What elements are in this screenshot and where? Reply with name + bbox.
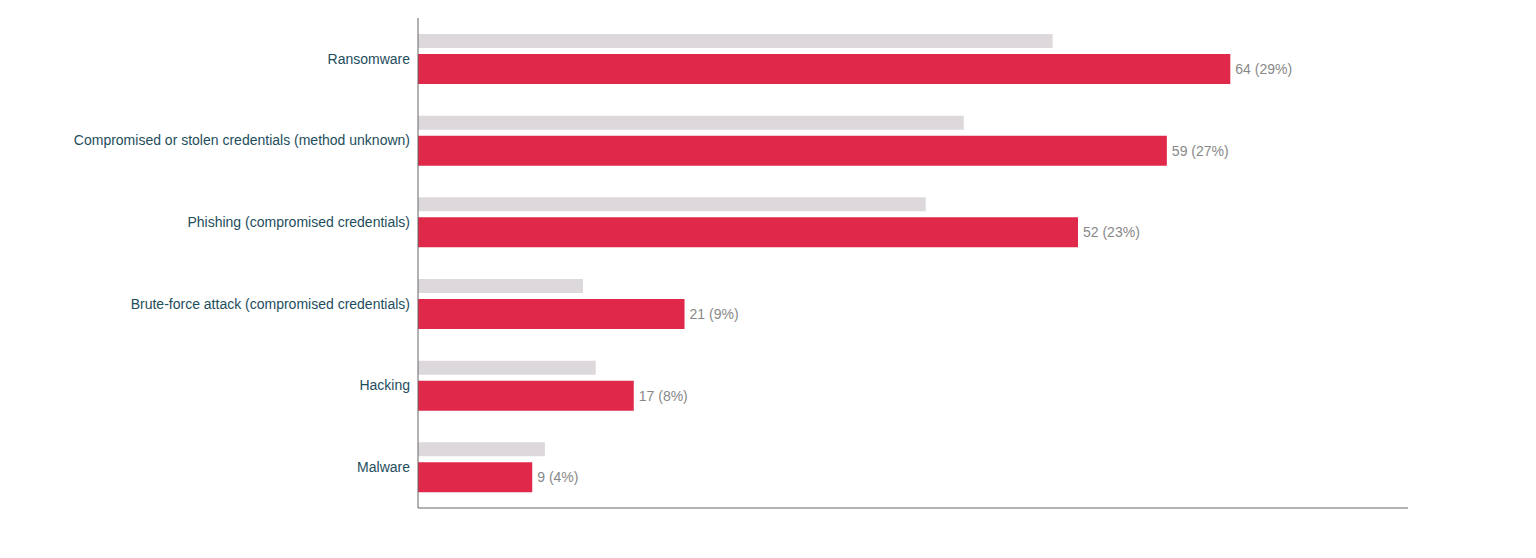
svg-text:Phishing (compromised credenti: Phishing (compromised credentials) <box>187 214 410 230</box>
svg-text:Malware: Malware <box>357 459 410 475</box>
svg-text:59 (27%): 59 (27%) <box>1172 143 1229 159</box>
svg-text:52 (23%): 52 (23%) <box>1083 224 1140 240</box>
svg-text:Hacking: Hacking <box>359 377 410 393</box>
svg-text:9 (4%): 9 (4%) <box>537 469 578 485</box>
svg-text:64 (29%): 64 (29%) <box>1235 61 1292 77</box>
svg-text:17 (8%): 17 (8%) <box>639 388 688 404</box>
svg-text:Brute-force attack (compromise: Brute-force attack (compromised credenti… <box>131 296 410 312</box>
svg-text:Compromised or stolen credenti: Compromised or stolen credentials (metho… <box>74 132 410 148</box>
svg-text:Ransomware: Ransomware <box>328 51 411 67</box>
svg-text:21 (9%): 21 (9%) <box>690 306 739 322</box>
